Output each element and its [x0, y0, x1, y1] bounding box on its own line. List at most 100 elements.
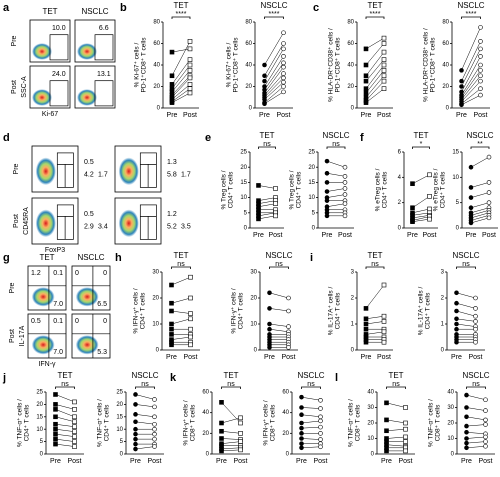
gate-value: 5.8: [167, 171, 177, 178]
data-point: [483, 422, 488, 427]
data-point: [468, 185, 474, 190]
data-point: [384, 400, 389, 406]
significance: *: [420, 141, 423, 148]
axes: [376, 392, 415, 455]
data-point: [281, 75, 286, 81]
y-tick-label: 6: [398, 150, 402, 156]
pair-line: [55, 416, 75, 423]
y-tick-label: 60: [442, 41, 449, 47]
y-axis-label: % TNF-α⁺ cells /: [17, 399, 24, 447]
data-point: [187, 90, 193, 96]
data-point: [324, 189, 330, 194]
pair-line: [301, 446, 321, 449]
y-tick-label: 10: [36, 427, 43, 433]
gate-value: 0.1: [53, 318, 63, 325]
column-title: NSCLC: [77, 253, 104, 262]
data-point: [188, 295, 193, 301]
gate-value: 0: [75, 318, 79, 325]
pair-line: [258, 197, 276, 201]
y-axis-label: CD8⁺ T cells: [270, 404, 277, 442]
x-tick-label: Post: [468, 354, 482, 361]
column-title: NSCLC: [81, 7, 108, 16]
axes: [451, 22, 490, 109]
data-point: [381, 313, 387, 319]
data-point: [281, 89, 286, 95]
pair-line: [412, 174, 430, 184]
significance-bracket: [386, 386, 406, 389]
data-point: [318, 431, 323, 436]
y-tick-label: 0: [120, 452, 124, 458]
data-point: [324, 158, 330, 164]
x-tick-label: Pre: [461, 458, 472, 465]
y-tick-label: 10: [447, 436, 454, 442]
data-point: [468, 220, 474, 226]
pair-line: [456, 292, 476, 299]
y-axis-label: % IFN-γ⁺ cells /: [231, 288, 238, 334]
pair-line: [386, 444, 406, 447]
gate-value: 0.5: [84, 159, 94, 166]
data-point: [267, 345, 272, 350]
pair-line: [326, 194, 346, 198]
data-point: [169, 73, 175, 79]
pair-line: [171, 75, 191, 96]
y-tick-label: 20: [282, 431, 289, 437]
data-point: [238, 420, 243, 426]
pair-line: [171, 88, 191, 102]
gate-value: 1.7: [181, 171, 191, 178]
data-point: [187, 68, 193, 73]
gate-value: 0: [103, 270, 107, 277]
x-tick-label: Pre: [466, 232, 477, 239]
data-point: [342, 213, 348, 219]
data-point: [238, 447, 243, 453]
pair-line: [470, 215, 490, 221]
y-tick-label: 20: [36, 402, 43, 408]
pair-line: [171, 77, 191, 98]
pair-line: [269, 292, 289, 299]
significance: ns: [307, 381, 315, 388]
data-point: [363, 73, 369, 79]
data-point: [454, 308, 459, 314]
data-point: [342, 201, 348, 206]
x-tick-label: Post: [281, 354, 295, 361]
density: [31, 287, 55, 307]
x-tick-label: Pre: [381, 458, 392, 465]
y-tick-label: 0: [312, 226, 316, 232]
data-point: [454, 300, 459, 306]
data-point: [187, 39, 193, 44]
x-axis-label: IFN-γ: [38, 361, 56, 368]
chart-title: NSCLC: [457, 1, 484, 10]
data-point: [188, 334, 193, 340]
y-tick-label: 20: [308, 165, 315, 171]
data-point: [286, 324, 291, 329]
data-point: [152, 421, 157, 427]
data-point: [187, 62, 193, 68]
y-tick-label: 2: [441, 296, 445, 302]
data-point: [72, 424, 77, 430]
data-point: [381, 73, 387, 79]
pair-line: [470, 202, 490, 208]
y-tick-label: 40: [347, 63, 354, 69]
data-point: [363, 90, 369, 96]
y-tick-label: 20: [447, 421, 454, 427]
data-point: [427, 216, 432, 222]
y-tick-label: 15: [452, 150, 459, 156]
pair-line: [221, 431, 241, 434]
pair-line: [55, 423, 75, 427]
data-point: [53, 402, 58, 407]
y-tick-label: 40: [153, 63, 160, 69]
pair-line: [171, 297, 191, 304]
x-tick-label: Post: [67, 458, 81, 465]
data-point: [299, 405, 304, 410]
x-tick-label: Pre: [451, 354, 462, 361]
pair-line: [365, 315, 385, 320]
gate-value: 1.7: [98, 171, 108, 178]
y-axis-label: % IFN-γ⁺ cells /: [263, 400, 270, 446]
x-tick-label: Post: [377, 354, 391, 361]
significance: ****: [466, 11, 477, 18]
data-point: [384, 448, 389, 454]
y-tick-label: 60: [202, 390, 209, 396]
axes: [259, 272, 298, 351]
data-point: [454, 339, 459, 345]
data-point: [427, 206, 432, 212]
row-label: Post: [11, 80, 18, 94]
